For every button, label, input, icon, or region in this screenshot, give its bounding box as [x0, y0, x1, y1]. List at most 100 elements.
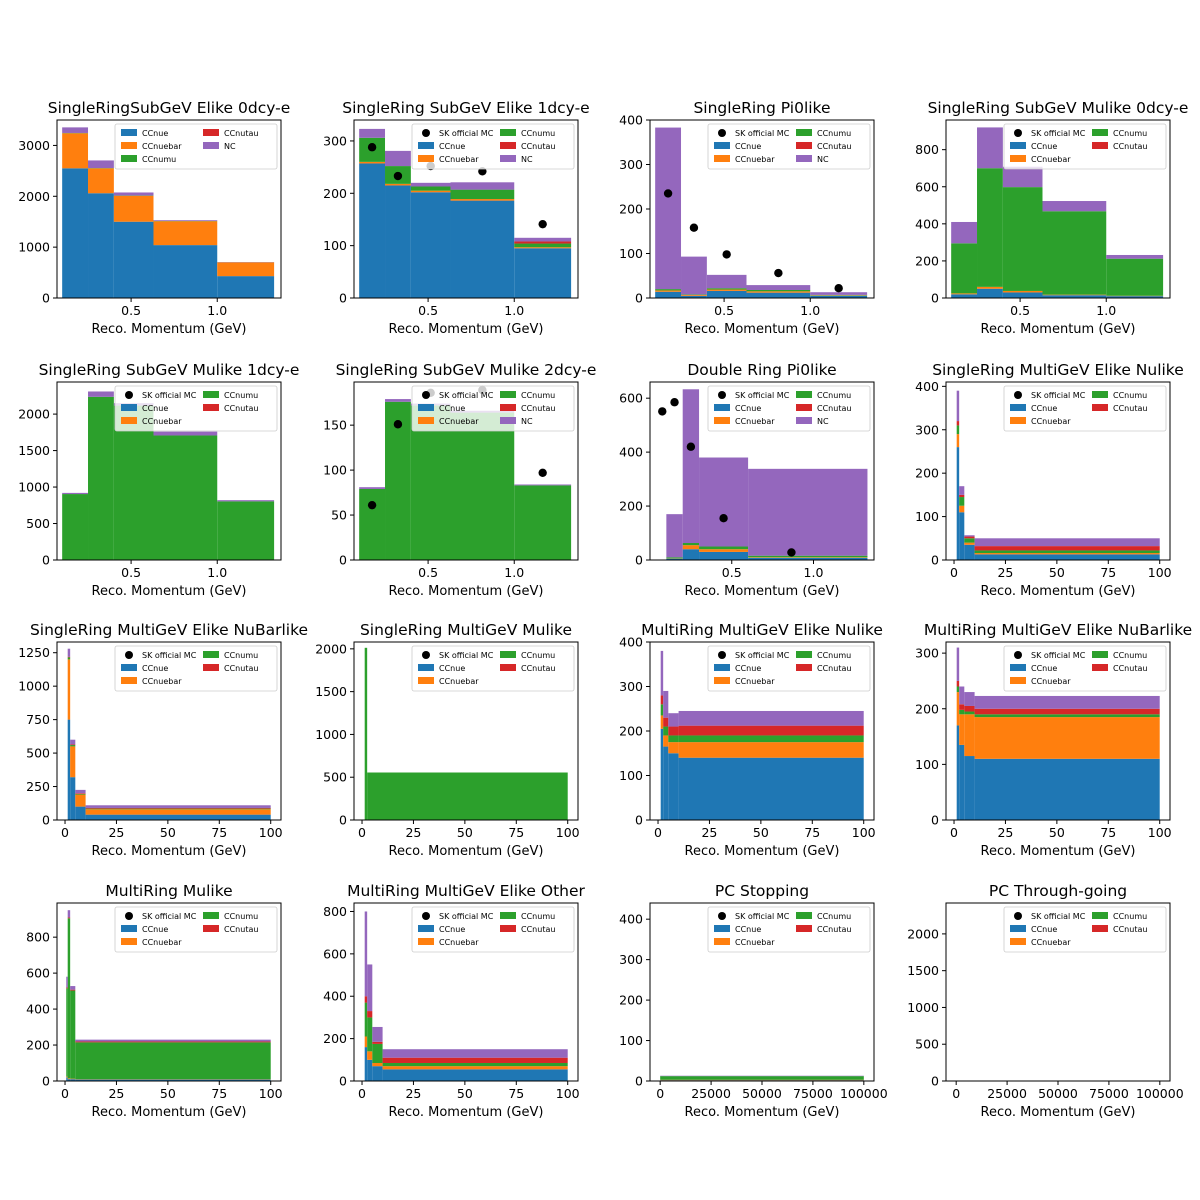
x-axis-label: Reco. Momentum (GeV) — [92, 844, 247, 859]
x-tick-label: 1.0 — [207, 565, 227, 580]
legend-label: CCnutau — [1113, 925, 1147, 934]
legend-swatch — [796, 129, 812, 136]
panel-16: 0 25000 50000 75000 100000 0 500 1000 1500 2000 PC… — [907, 882, 1184, 1120]
legend-item: CCnutau — [203, 664, 258, 673]
legend-swatch — [121, 664, 137, 671]
legend-label: SK official MC — [1031, 912, 1086, 921]
legend-swatch — [418, 404, 434, 411]
legend-label: CCnutau — [224, 129, 258, 138]
legend: SK official MC CCnue CCnuebar CCnumu CCnutau — [1003, 123, 1167, 170]
bar-ccnuebar-bin-2 — [681, 294, 707, 296]
y-tick-label: 200 — [915, 253, 939, 268]
legend-marker — [718, 129, 726, 137]
bar-ccnumu-bin-1 — [67, 657, 71, 660]
bar-ccnue-bin-5 — [1106, 296, 1164, 298]
y-tick-label: 100 — [619, 768, 643, 783]
bar-ccnutau-bin-2 — [959, 494, 965, 498]
legend-label: CCnuebar — [439, 677, 479, 686]
x-tick-label: 75 — [211, 1086, 227, 1101]
bar-nc-bin-1 — [666, 514, 683, 558]
data-point — [663, 189, 673, 198]
legend-item: CCnutau — [1092, 142, 1147, 151]
legend-item: CCnue — [418, 664, 465, 673]
x-tick-label: 25 — [405, 1086, 421, 1101]
legend-item: CCnumu — [1092, 912, 1147, 921]
bar-ccnumu-bin-4 — [748, 555, 868, 558]
legend-item: CCnuebar — [1010, 938, 1071, 947]
bar-ccnutau-bin-2 — [663, 717, 669, 727]
legend-label: CCnumu — [817, 651, 851, 660]
y-tick-label: 0 — [339, 1074, 347, 1089]
bar-nc-bin-2 — [367, 964, 373, 1012]
bar-ccnue-bin-4 — [748, 557, 868, 560]
legend-item: CCnuebar — [714, 938, 775, 947]
x-axis-label: Reco. Momentum (GeV) — [981, 844, 1136, 859]
x-axis-label: Reco. Momentum (GeV) — [389, 584, 544, 599]
bar-nc-bin-3 — [113, 192, 154, 196]
legend-label: CCnutau — [521, 664, 555, 673]
y-tick-label: 800 — [26, 930, 50, 945]
bar-ccnumu-bin-4 — [75, 1042, 271, 1080]
panel-12: 0 25 50 75 100 0 100 200 300 MultiRing MultiGeV E… — [915, 621, 1192, 859]
bar-ccnumu-bin-5 — [514, 485, 572, 560]
legend-item: CCnutau — [203, 129, 258, 138]
legend-swatch — [121, 404, 137, 411]
x-tick-label: 100 — [259, 825, 283, 840]
legend-item: CCnue — [714, 925, 761, 934]
x-tick-label: 50 — [457, 1086, 473, 1101]
legend-item: CCnumu — [796, 391, 851, 400]
legend: SK official MC CCnue CCnuebar CCnumu CCnutau — [411, 645, 575, 692]
bar-ccnue-bin-2 — [682, 549, 700, 560]
legend-swatch — [1010, 404, 1026, 411]
legend-label: CCnuebar — [142, 677, 182, 686]
legend-item: CCnumu — [1092, 129, 1147, 138]
x-tick-label: 0.5 — [418, 303, 438, 318]
x-tick-label: 50 — [753, 825, 769, 840]
legend-label: CCnutau — [817, 142, 851, 151]
legend-label: CCnuebar — [735, 938, 775, 947]
panel-title: PC Stopping — [715, 882, 809, 900]
legend: SK official MC CCnue CCnuebar CCnumu CCnutau — [114, 906, 278, 953]
y-tick-label: 0 — [635, 813, 643, 828]
bar-nc-bin-3 — [964, 535, 975, 537]
bar-nc-bin-1 — [359, 128, 386, 138]
legend-item: CCnumu — [121, 155, 176, 164]
legend-item: CCnue — [418, 404, 465, 413]
panel-1: 0.5 1.0 0 1000 2000 3000 SingleRingSubGeV Elik… — [18, 99, 290, 337]
legend-label: CCnue — [142, 925, 168, 934]
x-tick-label: 25000 — [987, 1086, 1027, 1101]
bar-ccnutau-bin-2 — [67, 917, 71, 919]
legend-item: CCnue — [418, 925, 465, 934]
legend-label: CCnue — [142, 129, 168, 138]
legend-label: NC — [817, 417, 829, 426]
bar-nc-bin-4 — [75, 1039, 271, 1042]
axes-frame — [945, 381, 1171, 561]
panel-title: SingleRing Pi0like — [693, 99, 830, 117]
y-tick-label: 100 — [915, 757, 939, 772]
legend-box — [707, 385, 871, 432]
legend-item: CCnue — [418, 142, 465, 151]
x-tick-label: 1.0 — [504, 303, 524, 318]
legend-item: CCnumu — [203, 391, 258, 400]
data-point — [393, 171, 403, 181]
legend-item: CCnuebar — [418, 677, 479, 686]
bar-ccnue-bin-1 — [956, 725, 960, 820]
legend-item: CCnutau — [203, 925, 258, 934]
x-tick-label: 75000 — [793, 1086, 833, 1101]
x-axis-label: Reco. Momentum (GeV) — [685, 844, 840, 859]
legend-swatch — [121, 938, 137, 945]
axes-frame — [649, 381, 875, 561]
legend-item: CCnue — [121, 404, 168, 413]
x-axis-label: Reco. Momentum (GeV) — [981, 584, 1136, 599]
legend-swatch — [500, 651, 516, 658]
x-tick-label: 100 — [1148, 565, 1172, 580]
legend-item: CCnumu — [796, 129, 851, 138]
bar-ccnue-bin-4 — [382, 1069, 568, 1081]
axes-frame — [945, 119, 1171, 299]
x-tick-label: 0.5 — [714, 303, 734, 318]
legend-swatch — [203, 129, 219, 136]
bar-ccnue-bin-1 — [956, 447, 960, 560]
bar-ccnuebar-bin-2 — [70, 746, 76, 778]
bar-ccnutau-bin-4 — [85, 807, 271, 809]
